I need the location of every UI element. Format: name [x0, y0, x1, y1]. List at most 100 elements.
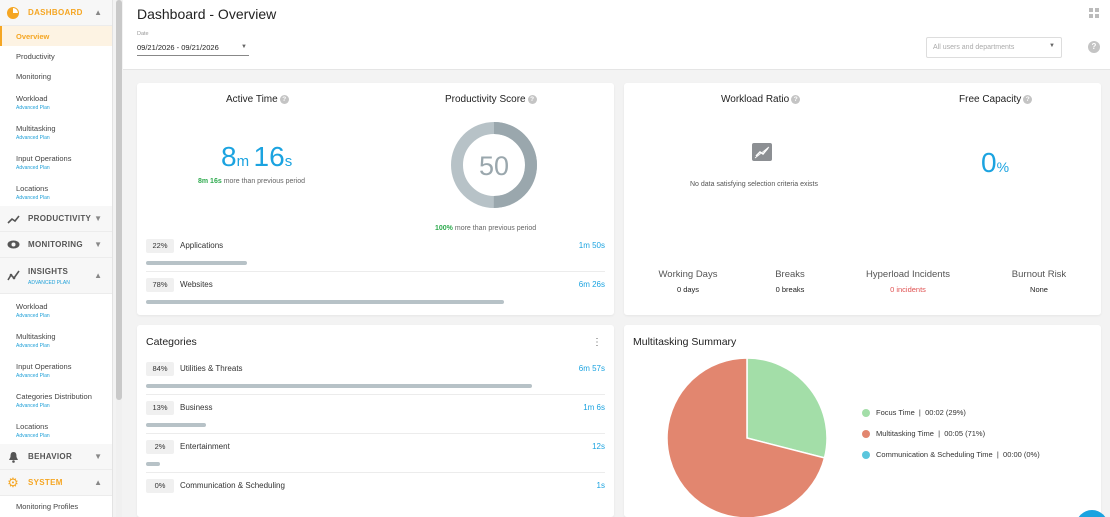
sidebar-section-productivity[interactable]: PRODUCTIVITY ▼ [0, 206, 112, 232]
chevron-up-icon: ▲ [94, 271, 102, 280]
free-capacity-value: 0% [981, 147, 1009, 179]
multitasking-pie-chart [666, 357, 828, 517]
stat-burnout-risk: Burnout Risk None [984, 269, 1094, 294]
users-departments-select[interactable]: All users and departments ▼ [926, 37, 1062, 58]
help-icon[interactable]: ? [527, 95, 537, 104]
sidebar-item-overview[interactable]: Overview [0, 26, 112, 46]
productivity-score-donut: 50 [451, 122, 537, 208]
sidebar-item-multitasking[interactable]: Multitasking Advanced Plan [0, 116, 112, 146]
divider [146, 472, 605, 473]
category-time: 1s [596, 481, 605, 490]
sidebar-section-system[interactable]: ⚙ SYSTEM ▲ [0, 470, 112, 496]
no-data-chart-icon [752, 143, 772, 161]
legend-item[interactable]: Focus Time | 00:02 (29%) [862, 408, 1040, 429]
plan-badge: Advanced Plan [16, 433, 50, 439]
help-icon[interactable]: ? [1023, 95, 1033, 104]
legend-dot [862, 430, 870, 438]
legend-dot [862, 451, 870, 459]
plan-badge: Advanced Plan [16, 135, 50, 141]
active-time-seconds: 16 [253, 141, 285, 172]
categories-title: Categories [146, 336, 197, 348]
sidebar-section-label: BEHAVIOR [28, 452, 73, 461]
sidebar-section-label: INSIGHTS [28, 267, 69, 276]
chevron-down-icon: ▼ [94, 240, 102, 249]
sidebar-item-label: Productivity [16, 51, 55, 61]
sidebar-section-label: DASHBOARD [28, 8, 83, 17]
category-percent: 84% [146, 362, 174, 376]
sidebar-item-input-operations[interactable]: Input Operations Advanced Plan [0, 146, 112, 176]
sidebar-item-monitoring-profiles[interactable]: Monitoring Profiles [0, 496, 112, 516]
category-name: Entertainment [180, 442, 230, 451]
sidebar-item-label: Monitoring Profiles [16, 501, 79, 511]
sidebar-item-label: Monitoring [16, 71, 52, 81]
date-label: Date [137, 31, 149, 37]
usage-time: 1m 50s [578, 241, 605, 250]
activity-panel: Active Time? 8m 16s 8m 16s more than pre… [137, 83, 614, 315]
plan-badge: Advanced Plan [16, 313, 50, 319]
sidebar-item-label: Categories Distribution [16, 392, 92, 401]
category-bar [146, 423, 206, 427]
sidebar-section-behavior[interactable]: BEHAVIOR ▼ [0, 444, 112, 470]
usage-percent: 78% [146, 278, 174, 292]
sidebar-section-monitoring[interactable]: MONITORING ▼ [0, 232, 112, 258]
legend-value: 00:05 (71%) [944, 429, 986, 438]
sidebar-item-locations[interactable]: Locations Advanced Plan [0, 176, 112, 206]
stat-value: 0 breaks [775, 285, 805, 294]
donut-fill [451, 122, 537, 208]
sidebar-item-label: Multitasking [16, 332, 56, 341]
sidebar: DASHBOARD ▲ Overview Productivity Monito… [0, 0, 113, 517]
category-time: 12s [592, 442, 605, 451]
chevron-up-icon: ▲ [94, 8, 102, 17]
category-percent: 0% [146, 479, 174, 493]
help-icon[interactable]: ? [1088, 41, 1100, 53]
date-range-select[interactable]: 09/21/2026 - 09/21/2026 ▼ [137, 43, 249, 56]
plan-badge: ADVANCED PLAN [28, 280, 70, 286]
legend-item[interactable]: Communication & Scheduling Time | 00:00 … [862, 450, 1040, 471]
sidebar-item-insights-multitasking[interactable]: Multitasking Advanced Plan [0, 324, 112, 354]
grid-icon[interactable] [1089, 8, 1099, 18]
help-icon[interactable]: ? [279, 95, 289, 104]
scrollbar-thumb[interactable] [116, 0, 122, 400]
comparison-text: more than previous period [223, 178, 306, 185]
sidebar-item-label: Workload [16, 94, 48, 103]
free-capacity-number: 0 [981, 147, 997, 178]
comparison-value: 100% [435, 225, 453, 232]
free-capacity-title-text: Free Capacity [959, 94, 1022, 105]
productivity-score-title-text: Productivity Score [445, 94, 526, 105]
sidebar-section-insights[interactable]: INSIGHTS ADVANCED PLAN ▲ [0, 258, 112, 294]
bell-icon [6, 450, 20, 464]
pie-slice-multitasking-time[interactable] [666, 357, 826, 517]
sidebar-item-label: Locations [16, 184, 49, 193]
sidebar-item-insights-workload[interactable]: Workload Advanced Plan [0, 294, 112, 324]
sidebar-scrollbar[interactable] [116, 0, 122, 517]
category-time: 6m 57s [578, 364, 605, 373]
sidebar-item-monitoring[interactable]: Monitoring [0, 66, 112, 86]
stat-label: Breaks [775, 269, 805, 280]
stat-value: 0 days [676, 285, 700, 294]
more-options-icon[interactable]: ⋮ [592, 337, 602, 348]
sidebar-item-productivity[interactable]: Productivity [0, 46, 112, 66]
help-icon[interactable]: ? [791, 95, 801, 104]
legend-label: Communication & Scheduling Time [876, 450, 993, 459]
sidebar-section-dashboard[interactable]: DASHBOARD ▲ [0, 0, 112, 26]
chevron-up-icon: ▲ [94, 478, 102, 487]
sidebar-item-insights-locations[interactable]: Locations Advanced Plan [0, 414, 112, 444]
sidebar-item-categories-distribution[interactable]: Categories Distribution Advanced Plan [0, 384, 112, 414]
pie-legend: Focus Time | 00:02 (29%) Multitasking Ti… [862, 408, 1040, 471]
comparison-text: more than previous period [454, 225, 537, 232]
plan-badge: Advanced Plan [16, 343, 50, 349]
plan-badge: Advanced Plan [16, 105, 50, 111]
page-title: Dashboard - Overview [137, 6, 277, 22]
workload-ratio-title-text: Workload Ratio [721, 94, 790, 105]
stat-label: Burnout Risk [1011, 269, 1067, 280]
sidebar-item-insights-input-operations[interactable]: Input Operations Advanced Plan [0, 354, 112, 384]
sidebar-section-label: SYSTEM [28, 478, 63, 487]
legend-dot [862, 409, 870, 417]
sidebar-item-workload[interactable]: Workload Advanced Plan [0, 86, 112, 116]
chat-button[interactable] [1076, 510, 1108, 517]
pie-slice-focus-time[interactable] [746, 357, 828, 459]
legend-item[interactable]: Multitasking Time | 00:05 (71%) [862, 429, 1040, 450]
date-range-value: 09/21/2026 - 09/21/2026 [137, 43, 219, 52]
active-time-minutes-unit: m [236, 153, 250, 170]
active-time-comparison: 8m 16s more than previous period [198, 178, 305, 185]
